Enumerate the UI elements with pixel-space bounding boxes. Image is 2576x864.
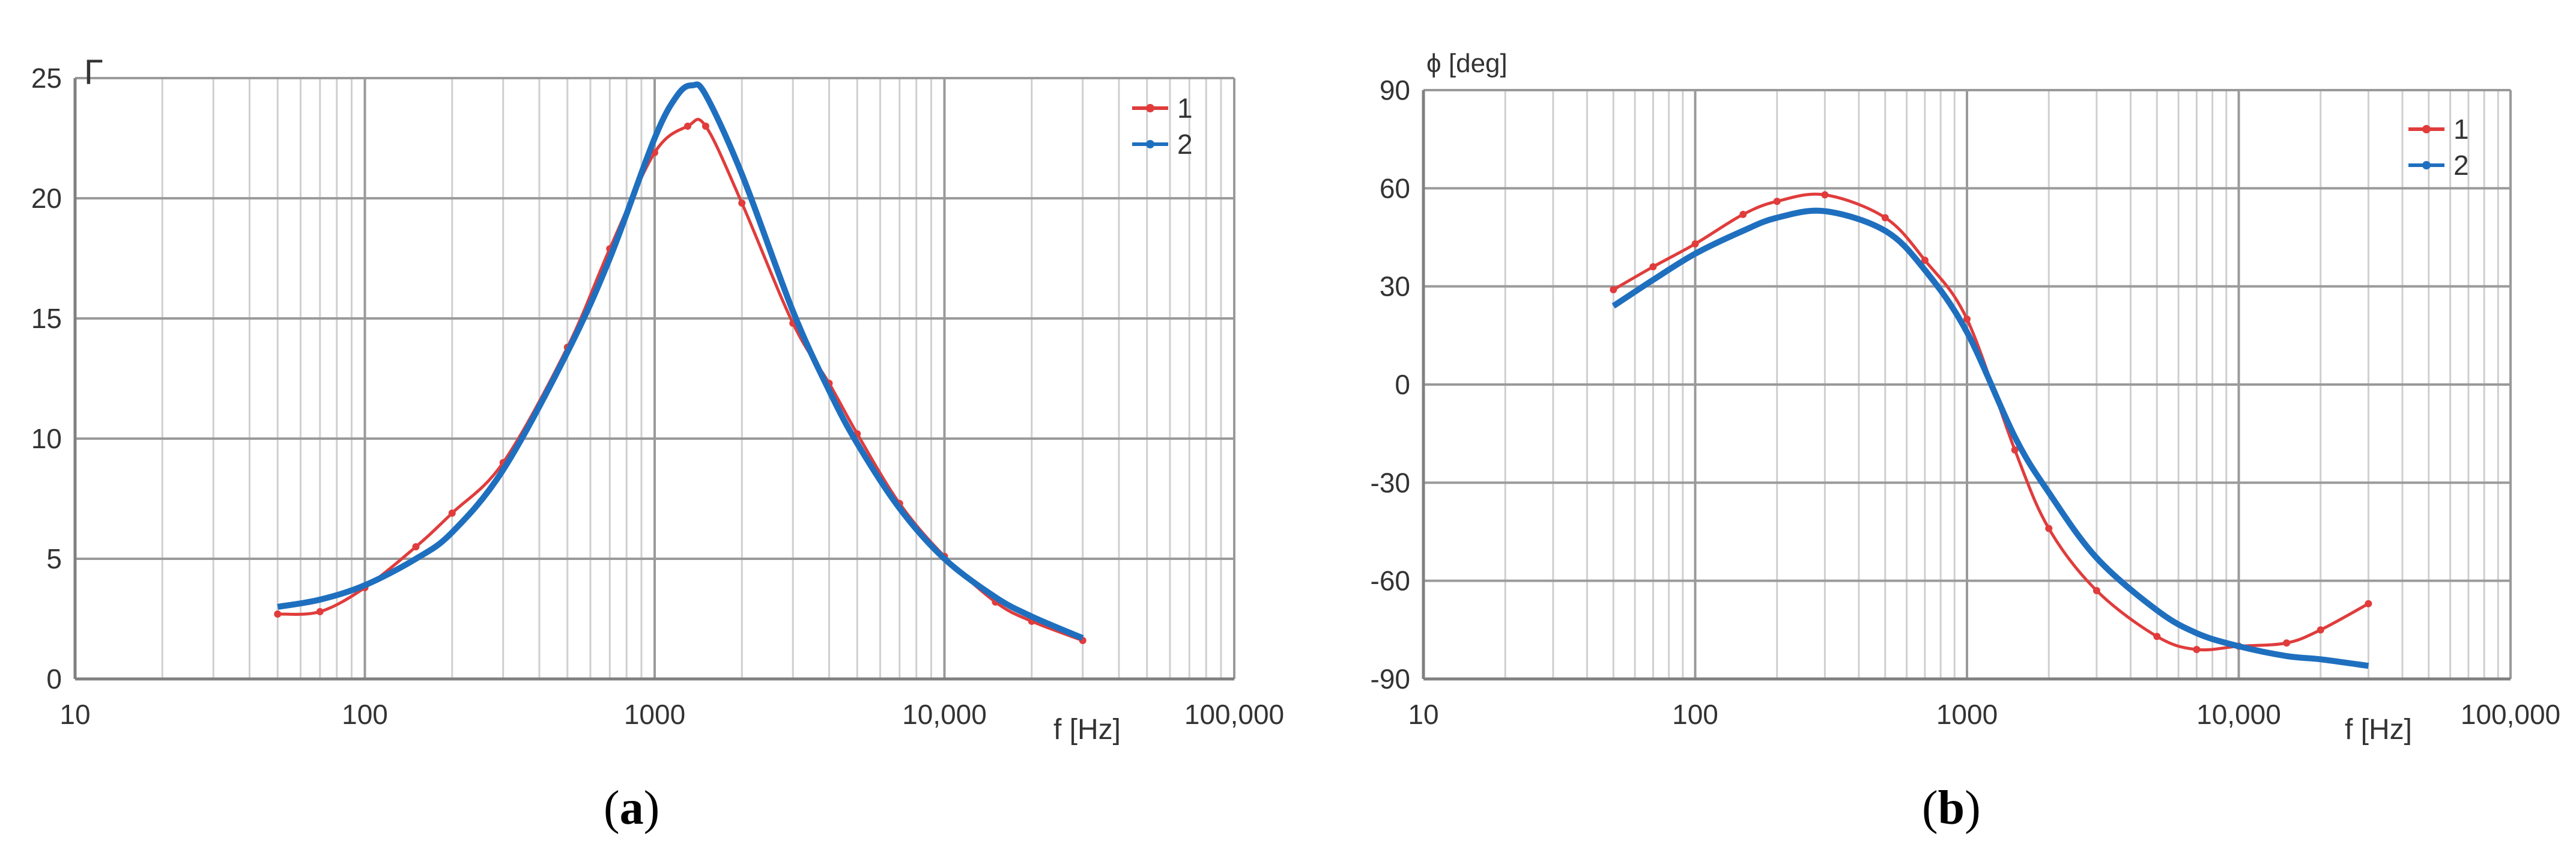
panel-a-ylabel: Γ	[84, 53, 103, 92]
panel-a-legend-label-2: 2	[1177, 129, 1193, 160]
panel-b-series-1-point	[2283, 639, 2291, 647]
panel-b-grid	[1422, 89, 2512, 680]
panel-a-series-1-point	[412, 543, 420, 550]
panel-a-xtick-label: 100	[342, 699, 388, 730]
caption-b-close: )	[1965, 782, 1981, 835]
panel-a-xtick-label: 10	[59, 699, 90, 730]
caption-b: (b)	[1922, 781, 1981, 836]
panel-a-ytick-label: 20	[31, 183, 62, 214]
panel-a-series-1-point	[274, 610, 282, 618]
panel-b-ytick-label: -90	[1371, 663, 1410, 695]
panel-a-xtick-label: 100,000	[1184, 699, 1284, 730]
panel-b-ytick-label: 60	[1380, 172, 1410, 204]
panel-a-xtick-label: 10,000	[902, 699, 987, 730]
panel-b-ytick-label: 30	[1380, 271, 1410, 302]
caption-b-letter: b	[1938, 782, 1965, 835]
panel-b-series-1-point	[1773, 198, 1781, 205]
panel-a-legend: 12	[1132, 93, 1193, 160]
panel-a-series-1-point	[738, 199, 746, 207]
panel-b-series-1-point	[1649, 263, 1657, 270]
panel-a-series-1-point	[316, 608, 324, 615]
panel-b-xtick-label: 10,000	[2196, 699, 2281, 730]
panel-b-xtick-label: 10	[1408, 699, 1438, 730]
panel-a-ytick-label: 0	[46, 663, 62, 695]
caption-a-open: (	[604, 782, 620, 835]
panel-a-grid	[74, 77, 1235, 680]
panel-b-xlabel: f [Hz]	[2345, 714, 2412, 746]
caption-a-letter: a	[619, 782, 644, 835]
panel-b-legend-marker-1	[2422, 125, 2431, 133]
panel-b-ytick-label: -60	[1371, 565, 1410, 597]
panel-b-ytick-label: 90	[1380, 75, 1410, 106]
caption-b-open: (	[1922, 782, 1938, 835]
panel-a-legend-marker-1	[1146, 104, 1154, 112]
panel-b-legend: 12	[2408, 114, 2469, 181]
caption-a: (a)	[604, 781, 659, 836]
caption-a-close: )	[643, 782, 660, 835]
panel-b-series-1-point	[1610, 286, 1617, 294]
panel-b-xtick-label: 100,000	[2461, 699, 2560, 730]
panel-a-series-1-point	[683, 123, 691, 130]
panel-a-series-1-point	[702, 123, 709, 130]
panel-a-xtick-label: 1000	[624, 699, 685, 730]
panel-b-series-1-point	[2093, 587, 2100, 594]
panel-a-series-2	[277, 81, 1084, 641]
panel-b-series-1-point	[1921, 257, 1929, 264]
panel-b-series-1-point	[2011, 446, 2019, 454]
panel-b-ytick-label: 0	[1395, 369, 1410, 400]
panel-b-xtick-label: 1000	[1936, 699, 1998, 730]
panel-b-series-1-point	[1739, 210, 1747, 218]
panel-a-xlabel: f [Hz]	[1053, 714, 1121, 746]
panel-b-series-1	[1610, 191, 2372, 653]
panel-b-series-1-point	[1963, 315, 1971, 323]
panel-a-legend-label-1: 1	[1177, 93, 1193, 124]
panel-b-ytick-label: -30	[1371, 467, 1410, 498]
panel-b-series-1-point	[1881, 214, 1889, 222]
panel-b-series-1-point	[1821, 191, 1829, 199]
panel-b-series-1-point	[2153, 633, 2161, 640]
panel-a-ytick-label: 15	[31, 303, 62, 334]
panel-a-series-2-line	[277, 81, 1084, 641]
panel-b-legend-label-1: 1	[2453, 114, 2469, 145]
panel-a-ytick-label: 5	[46, 543, 62, 574]
panel-a-series-1-point	[448, 510, 456, 517]
panel-b-series-1-point	[2193, 646, 2201, 653]
panel-b-series-2-line	[1611, 207, 2369, 669]
chart-panel-b: -90 -60 -30 0 30 60 90 10 100 1000 10,000 100,000 f …	[1371, 49, 2561, 746]
panel-b-series-1-point	[2045, 525, 2053, 532]
panel-b-xtick-label: 100	[1672, 699, 1718, 730]
panel-a-ytick-label: 10	[31, 423, 62, 454]
panel-a-ytick-label: 25	[31, 62, 62, 94]
panel-b-series-1-point	[1691, 240, 1699, 248]
chart-panel-a: 0 5 10 15 20 25 10 100 1000 10,000 100,000 f [Hz] Γ 1…	[31, 53, 1284, 746]
panel-b-series-1-point	[2317, 626, 2324, 634]
panel-a-legend-marker-2	[1146, 140, 1154, 148]
panel-b-ylabel: ϕ [deg]	[1426, 49, 1508, 78]
panel-b-legend-marker-2	[2422, 161, 2431, 169]
panel-b-legend-label-2: 2	[2453, 150, 2469, 181]
panel-b-series-1-point	[2365, 600, 2372, 607]
panel-b-series-2	[1611, 207, 2369, 669]
